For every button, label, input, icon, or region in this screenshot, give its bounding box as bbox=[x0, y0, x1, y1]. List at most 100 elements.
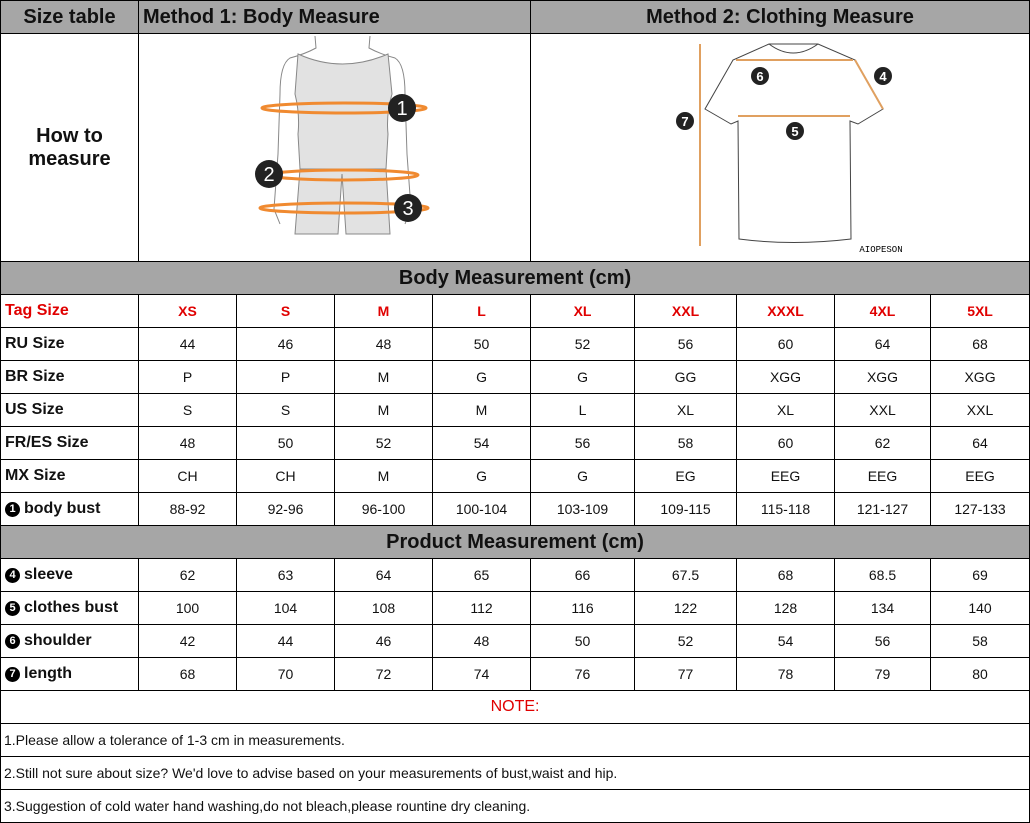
brand-label: AIOPESON bbox=[859, 245, 902, 255]
table-cell: M bbox=[334, 459, 433, 493]
table-cell: 48 bbox=[138, 426, 237, 460]
table-cell: G bbox=[431, 459, 532, 493]
table-cell: 109-115 bbox=[634, 492, 738, 526]
table-cell: 50 bbox=[236, 426, 335, 460]
marker-3: 3 bbox=[393, 194, 422, 222]
table-cell: 4XL bbox=[834, 294, 932, 328]
table-cell: 48 bbox=[431, 624, 532, 658]
table-cell: M bbox=[334, 294, 433, 328]
note-title: NOTE: bbox=[0, 690, 1030, 724]
table-row: 4 sleeve 62 63 64 65 66 67.5 68 68.5 69 bbox=[0, 558, 1030, 592]
table-cell: 74 bbox=[431, 657, 532, 691]
table-cell: 78 bbox=[736, 657, 836, 691]
table-cell: 115-118 bbox=[736, 492, 836, 526]
row-label: 1 body bust bbox=[0, 492, 139, 526]
table-cell: 56 bbox=[834, 624, 932, 658]
table-row: MX Size CH CH M G G EG EEG EEG EEG bbox=[0, 459, 1030, 493]
table-row: RU Size 44 46 48 50 52 56 60 64 68 bbox=[0, 327, 1030, 361]
table-cell: 92-96 bbox=[236, 492, 335, 526]
table-cell: 62 bbox=[138, 558, 237, 592]
table-cell: M bbox=[334, 360, 433, 394]
table-cell: 68 bbox=[138, 657, 237, 691]
table-cell: 79 bbox=[834, 657, 932, 691]
table-cell: S bbox=[236, 294, 335, 328]
table-cell: 96-100 bbox=[334, 492, 433, 526]
table-cell: G bbox=[530, 360, 636, 394]
table-cell: 64 bbox=[930, 426, 1030, 460]
table-row: BR Size P P M G G GG XGG XGG XGG bbox=[0, 360, 1030, 394]
table-cell: 52 bbox=[334, 426, 433, 460]
marker-4-icon: 4 bbox=[5, 568, 20, 583]
row-label: 4 sleeve bbox=[0, 558, 139, 592]
table-cell: S bbox=[236, 393, 335, 427]
row-label-text: shoulder bbox=[24, 632, 92, 649]
table-cell: XXL bbox=[930, 393, 1030, 427]
table-cell: 58 bbox=[930, 624, 1030, 658]
table-cell: 62 bbox=[834, 426, 932, 460]
table-cell: 52 bbox=[530, 327, 636, 361]
row-label-text: body bust bbox=[24, 500, 101, 517]
table-cell: XGG bbox=[930, 360, 1030, 394]
table-cell: XXL bbox=[634, 294, 738, 328]
table-cell: 56 bbox=[634, 327, 738, 361]
row-label: RU Size bbox=[0, 327, 139, 361]
table-cell: 64 bbox=[334, 558, 433, 592]
table-cell: XXXL bbox=[736, 294, 836, 328]
svg-text:6: 6 bbox=[756, 69, 763, 84]
table-cell: CH bbox=[138, 459, 237, 493]
table-cell: 60 bbox=[736, 327, 836, 361]
row-label: MX Size bbox=[0, 459, 139, 493]
note-item: 3.Suggestion of cold water hand washing,… bbox=[0, 789, 1030, 823]
table-cell: 108 bbox=[334, 591, 433, 625]
svg-text:5: 5 bbox=[791, 124, 798, 139]
table-cell: EEG bbox=[834, 459, 932, 493]
table-cell: 112 bbox=[431, 591, 532, 625]
table-cell: 67.5 bbox=[634, 558, 738, 592]
table-cell: 100 bbox=[138, 591, 237, 625]
table-row: FR/ES Size 48 50 52 54 56 58 60 62 64 bbox=[0, 426, 1030, 460]
table-cell: 134 bbox=[834, 591, 932, 625]
table-cell: L bbox=[530, 393, 636, 427]
table-cell: 54 bbox=[736, 624, 836, 658]
svg-text:3: 3 bbox=[402, 198, 413, 220]
table-cell: EG bbox=[634, 459, 738, 493]
note-item: 1.Please allow a tolerance of 1-3 cm in … bbox=[0, 723, 1030, 757]
table-cell: 100-104 bbox=[431, 492, 532, 526]
table-cell: 77 bbox=[634, 657, 738, 691]
marker-5: 5 bbox=[785, 122, 804, 140]
row-label-text: US Size bbox=[5, 401, 64, 418]
table-cell: G bbox=[431, 360, 532, 394]
svg-text:7: 7 bbox=[681, 114, 688, 129]
table-cell: XS bbox=[138, 294, 237, 328]
table-cell: 58 bbox=[634, 426, 738, 460]
marker-6-icon: 6 bbox=[5, 634, 20, 649]
table-row: 1 body bust 88-92 92-96 96-100 100-104 103-109… bbox=[0, 492, 1030, 526]
table-row: 5 clothes bust 100 104 108 112 116 122 128 134 140 bbox=[0, 591, 1030, 625]
table-row: 7 length 68 70 72 74 76 77 78 79 80 bbox=[0, 657, 1030, 691]
table-cell: 68 bbox=[736, 558, 836, 592]
table-cell: 63 bbox=[236, 558, 335, 592]
svg-text:2: 2 bbox=[263, 164, 274, 186]
table-cell: P bbox=[236, 360, 335, 394]
table-cell: CH bbox=[236, 459, 335, 493]
table-cell: 64 bbox=[834, 327, 932, 361]
row-label: 5 clothes bust bbox=[0, 591, 139, 625]
table-cell: 104 bbox=[236, 591, 335, 625]
table-cell: XGG bbox=[834, 360, 932, 394]
marker-7: 7 bbox=[675, 112, 694, 130]
table-cell: 54 bbox=[431, 426, 532, 460]
marker-7-icon: 7 bbox=[5, 667, 20, 682]
marker-2: 2 bbox=[254, 160, 283, 188]
table-cell: XGG bbox=[736, 360, 836, 394]
table-cell: 60 bbox=[736, 426, 836, 460]
table-cell: 56 bbox=[530, 426, 636, 460]
note-item: 2.Still not sure about size? We'd love t… bbox=[0, 756, 1030, 790]
table-cell: 44 bbox=[138, 327, 237, 361]
how-to-measure: How to measure bbox=[0, 33, 139, 262]
table-cell: 140 bbox=[930, 591, 1030, 625]
svg-text:1: 1 bbox=[396, 98, 407, 120]
marker-5-icon: 5 bbox=[5, 601, 20, 616]
row-label-text: clothes bust bbox=[24, 599, 119, 616]
table-row: 6 shoulder 42 44 46 48 50 52 54 56 58 bbox=[0, 624, 1030, 658]
